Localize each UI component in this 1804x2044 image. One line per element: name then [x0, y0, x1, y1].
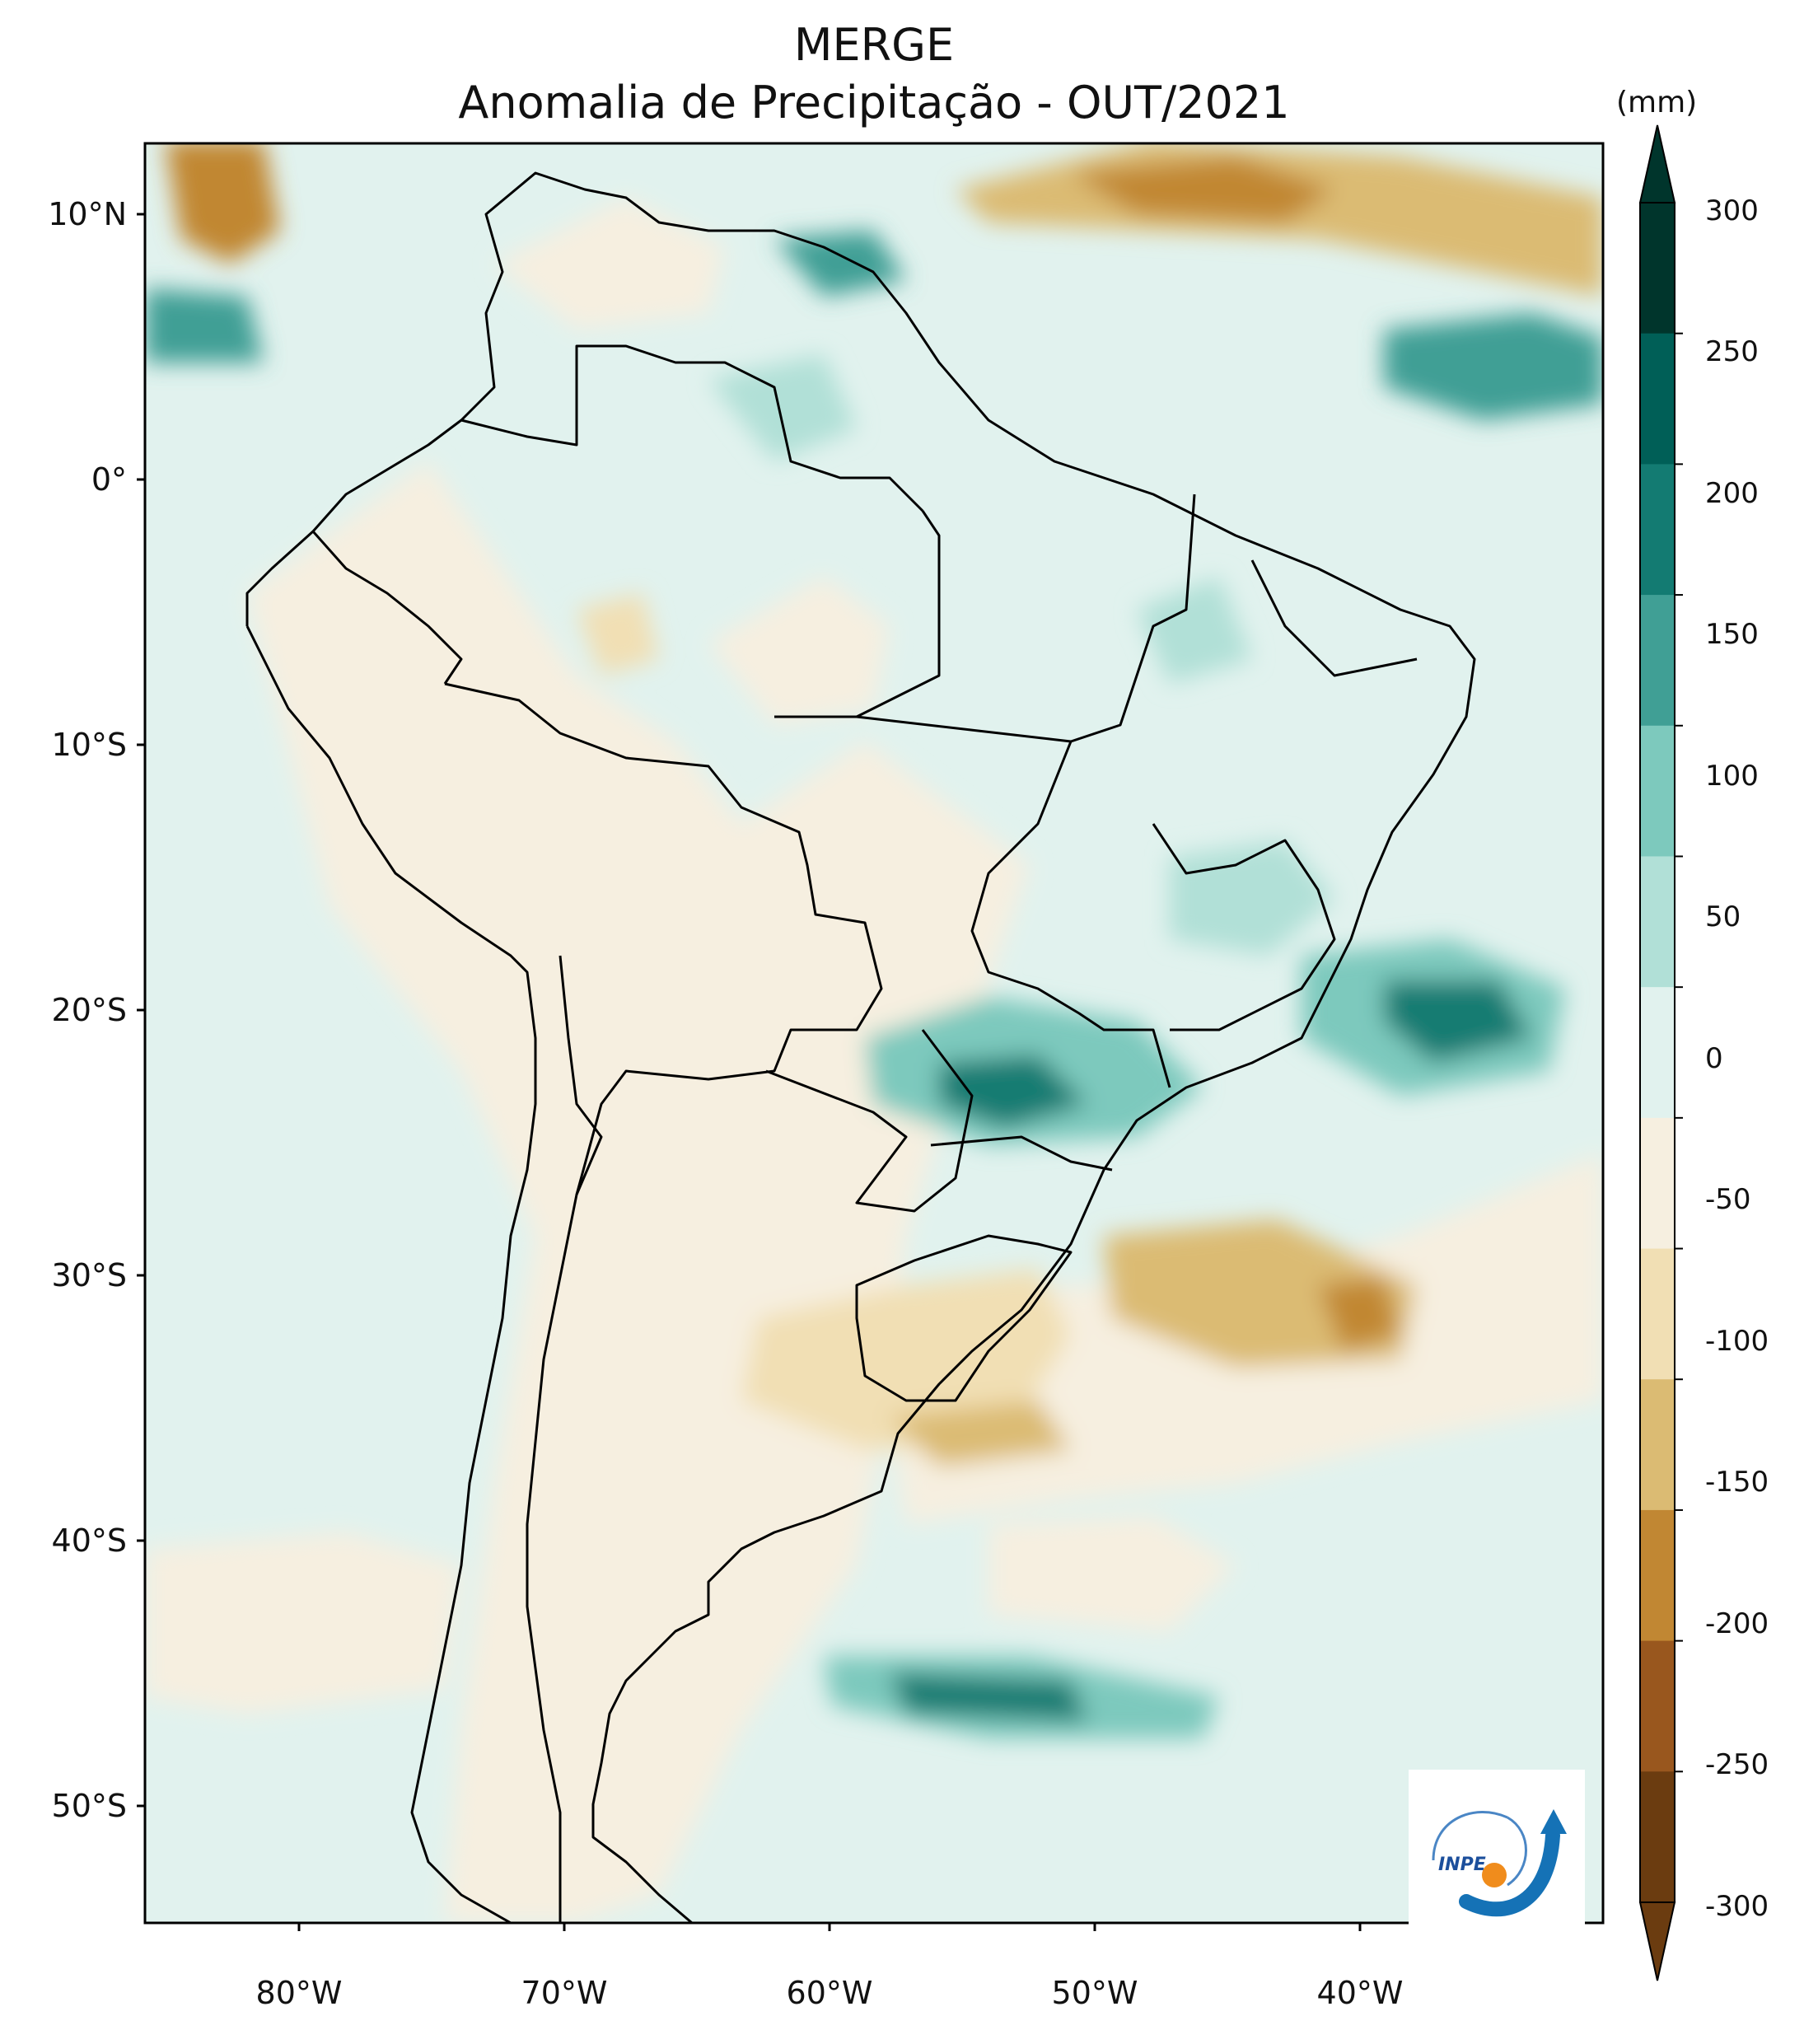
atlantic-coastline [245, 171, 1476, 1923]
map-subtitle: Anomalia de Precipitação - OUT/2021 [458, 77, 1290, 129]
field-positive-parana-core [939, 1055, 1087, 1129]
field-positive-para [1137, 577, 1252, 684]
longitude-label: 50°W [1051, 1975, 1138, 2011]
field-positive-colombia-coast [145, 288, 264, 362]
colorbar-tick-label: 50 [1705, 900, 1741, 933]
latitude-label: 10°S [51, 727, 127, 763]
field-negative-river-plate [890, 1401, 1071, 1466]
latitude-label: 50°S [51, 1788, 127, 1824]
colorbar-tick-label: -300 [1705, 1890, 1769, 1923]
field-positive-se-atlantic-core [1384, 980, 1532, 1063]
field-positive-guianas [774, 231, 906, 297]
colorbar-tick-label: 250 [1705, 335, 1759, 368]
chile-argentina-border [526, 955, 603, 1923]
colorbar-tick-label: -150 [1705, 1466, 1769, 1499]
field-negative-south-atlantic-core [1318, 1277, 1400, 1351]
peru-bolivia-brazil-border [444, 682, 883, 1195]
colorbar-band [1640, 856, 1675, 988]
field-positive-equatorial-atlantic [1384, 313, 1603, 420]
colorbar-band [1640, 1248, 1675, 1380]
field-patch-west-amazon [708, 577, 890, 725]
anomaly-field [145, 143, 1603, 1923]
colorbar-band [1640, 333, 1675, 465]
colorbar-band [1640, 1509, 1675, 1642]
mato-grosso-north-border [774, 493, 1196, 743]
field-negative-rondonia [577, 593, 659, 676]
longitude-label: 60°W [786, 1975, 873, 2011]
colorbar-top-arrow [1638, 124, 1676, 203]
colorbar-tick-label: 300 [1705, 194, 1759, 227]
colorbar-band [1640, 1640, 1675, 1772]
map-frame [143, 142, 1605, 1925]
field-negative-uruguay [741, 1269, 1071, 1450]
colorbar-tick-label: 0 [1705, 1042, 1723, 1075]
paraguay-border [765, 1029, 974, 1213]
colombia-brazil-border [460, 344, 924, 512]
inpe-logo-icon [1432, 1809, 1567, 1917]
colorbar-bands [1640, 203, 1683, 1903]
colorbar-tick-label: -250 [1705, 1748, 1769, 1781]
latitude-label: 30°S [51, 1257, 127, 1293]
field-positive-patagonian-shelf-core [890, 1672, 1087, 1722]
colorbar-tick-label: 150 [1705, 618, 1759, 651]
santa-catarina-border [930, 1135, 1113, 1172]
pacific-coastline [245, 625, 537, 1923]
colorbar-band [1640, 725, 1675, 857]
colorbar-tick-label: -50 [1705, 1183, 1751, 1216]
colorbar [1638, 124, 1683, 1981]
field-patch-patagonia-coast [988, 1516, 1236, 1631]
field-patch-continent-south [247, 461, 1030, 1923]
field-negative-core-north-atlantic [1071, 157, 1334, 222]
uruguay-border [855, 1234, 1073, 1402]
ecuador-peru-border [311, 531, 463, 685]
colorbar-band [1640, 464, 1675, 596]
colorbar-band [1640, 203, 1675, 334]
latitude-label: 20°S [51, 992, 127, 1028]
colorbar-tick-label: 200 [1705, 477, 1759, 510]
latitude-label: 10°N [48, 196, 127, 232]
minas-gerais-border [1152, 823, 1336, 1031]
colorbar-tick-label: -200 [1705, 1607, 1769, 1640]
field-positive-roraima [708, 354, 857, 461]
inpe-logo: INPE [1409, 1770, 1585, 1943]
colorbar-band [1640, 987, 1675, 1119]
amazonas-border [856, 510, 941, 718]
colorbar-band [1640, 1379, 1675, 1511]
latitude-label: 0° [91, 461, 127, 498]
colorbar-tick-label: 100 [1705, 760, 1759, 793]
goias-border [970, 741, 1171, 1088]
longitude-label: 70°W [521, 1975, 608, 2011]
colorbar-band [1640, 595, 1675, 727]
field-patch-southeast-pacific [145, 1532, 461, 1714]
longitude-label: 80°W [255, 1975, 343, 2011]
colorbar-bottom-arrow [1638, 1901, 1676, 1981]
inpe-logo-text: INPE [1438, 1855, 1486, 1875]
colorbar-band [1640, 1771, 1675, 1903]
field-patch-venezuela [494, 198, 725, 330]
colorbar-tick-label: -100 [1705, 1325, 1769, 1358]
longitude-label: 40°W [1316, 1975, 1404, 2011]
colorbar-unit: (mm) [1616, 86, 1698, 119]
field-negative-caribbean [165, 143, 280, 264]
axis-ticks [137, 213, 1362, 1931]
colorbar-band [1640, 1117, 1675, 1250]
northeast-state-borders [1250, 559, 1418, 677]
map-title: MERGE [793, 19, 955, 71]
country-borders [245, 171, 1476, 1923]
latitude-label: 40°S [51, 1522, 127, 1559]
colorbar-frame [1639, 202, 1675, 1903]
